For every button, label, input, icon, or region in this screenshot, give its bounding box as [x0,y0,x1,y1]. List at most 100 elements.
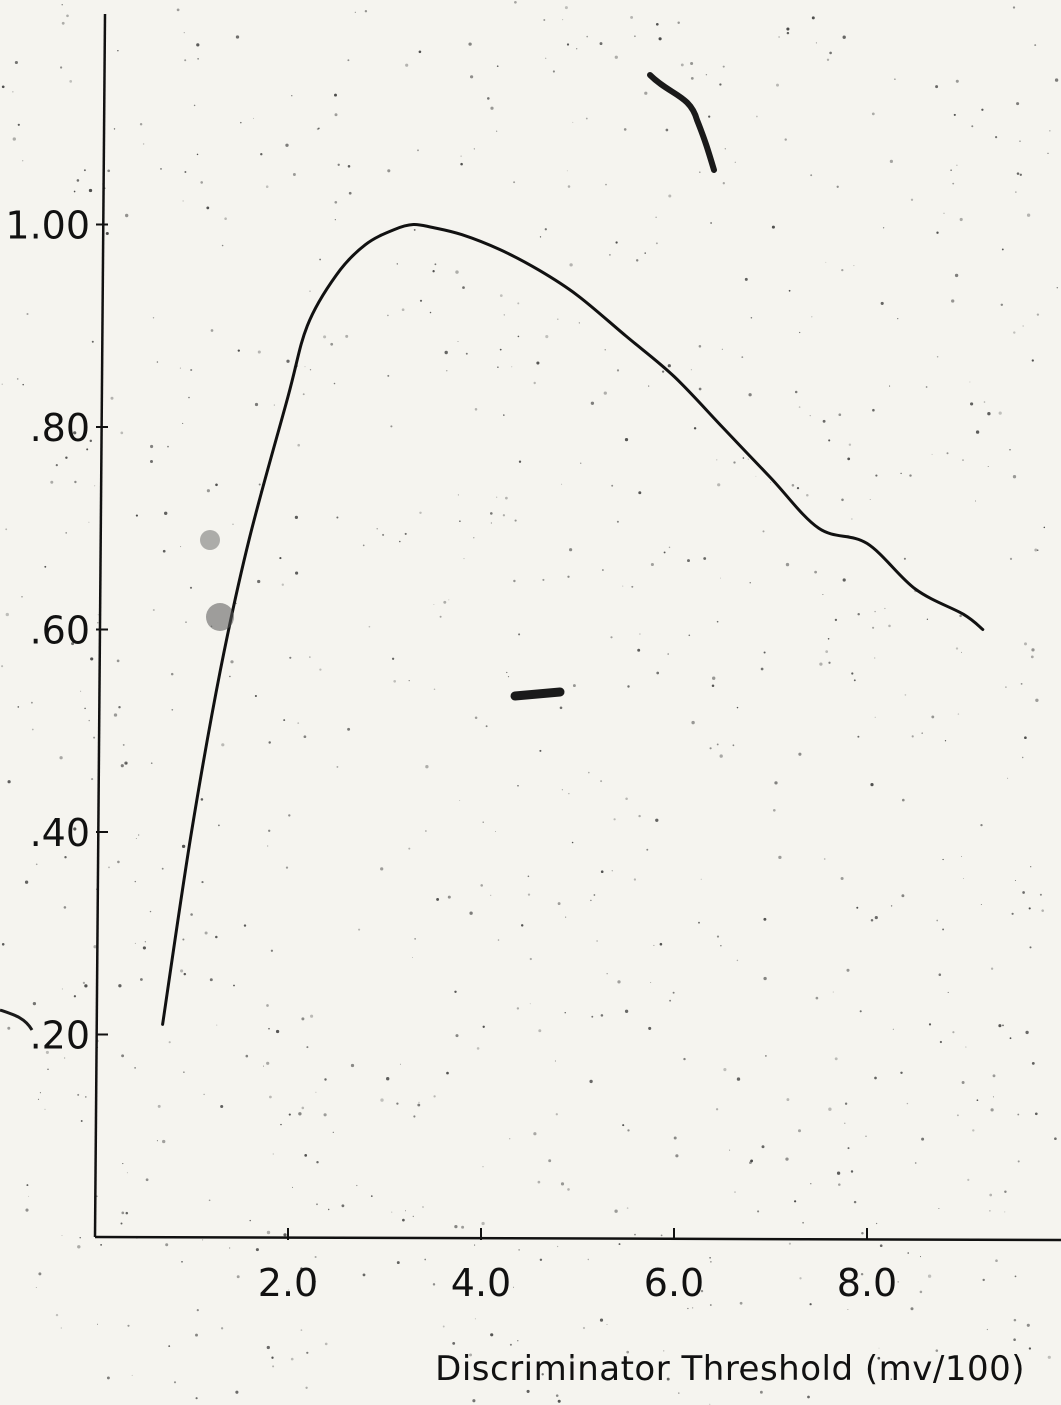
speck [900,472,902,475]
speck [88,521,90,523]
speck [121,1211,125,1215]
speck [79,1237,81,1239]
speck [419,299,423,302]
speck [847,457,851,461]
speck [889,159,894,163]
speck [503,414,505,416]
speck [1034,44,1037,47]
speck [184,171,187,173]
speck [90,657,94,661]
speck [206,489,210,493]
speck [419,511,422,515]
speck [926,618,929,620]
speck [272,1365,275,1368]
speck [44,1108,46,1110]
speck [405,1210,406,1212]
speck [455,270,459,274]
speck [402,1218,405,1222]
speck [1013,331,1016,334]
speck [5,528,8,531]
speck [1031,648,1035,652]
speck [121,1054,125,1058]
speck [120,431,124,435]
speck [750,1159,754,1163]
speck [243,924,247,927]
speck [490,522,492,524]
speck [61,988,63,990]
speck [772,808,776,812]
speck [617,980,621,984]
speck [739,1301,743,1305]
speck [424,1258,427,1261]
speck [249,1219,251,1222]
speck [496,496,498,498]
speck [393,679,397,683]
speck [413,228,416,231]
speck [1047,152,1049,154]
speck [77,1093,80,1096]
speck [481,1221,485,1226]
speck [1016,172,1020,175]
speck [648,1026,652,1030]
speck [469,911,473,915]
speck [139,122,143,126]
speck [134,942,136,944]
speck [709,1257,711,1259]
speck [580,462,582,464]
speck [890,905,893,907]
speck [59,66,63,69]
speck [461,1225,465,1229]
speck [747,458,749,460]
speck [327,1208,330,1211]
speck [765,1055,767,1057]
speck [209,978,213,982]
speck [567,575,570,578]
speck [324,1078,327,1081]
speck [347,727,351,731]
speck [413,1115,416,1118]
speck [446,370,448,372]
speck [644,91,648,95]
speck [931,715,935,719]
speck [14,60,18,65]
speck [928,1023,932,1026]
speck [292,173,296,176]
speck [986,1328,989,1331]
speck [257,579,261,584]
speck [962,459,964,461]
speck [497,366,499,368]
speck [990,967,994,970]
speck [497,939,500,941]
speck [258,483,261,486]
speck [80,1120,83,1122]
speck [482,1166,484,1168]
speck [125,762,127,765]
speck [77,1245,81,1249]
speck [884,607,886,610]
speck [711,684,715,688]
speck [710,222,712,224]
speck [84,707,86,710]
speck [969,381,971,383]
speck [412,957,413,958]
speck [576,48,578,50]
speck [840,876,844,881]
speck [716,743,719,746]
speck [722,65,725,68]
speck [910,198,914,201]
speck [1020,682,1023,685]
speck [160,168,162,170]
speck [414,938,416,940]
speck [265,185,269,188]
speck [417,1103,421,1107]
speck [185,621,187,623]
speck [650,562,654,567]
speck [1015,191,1017,193]
speck [235,1390,239,1394]
speck [944,740,947,742]
speck [663,551,666,554]
speck [474,1244,476,1246]
speck [859,1010,862,1013]
speck [672,991,675,994]
speck [698,921,700,924]
